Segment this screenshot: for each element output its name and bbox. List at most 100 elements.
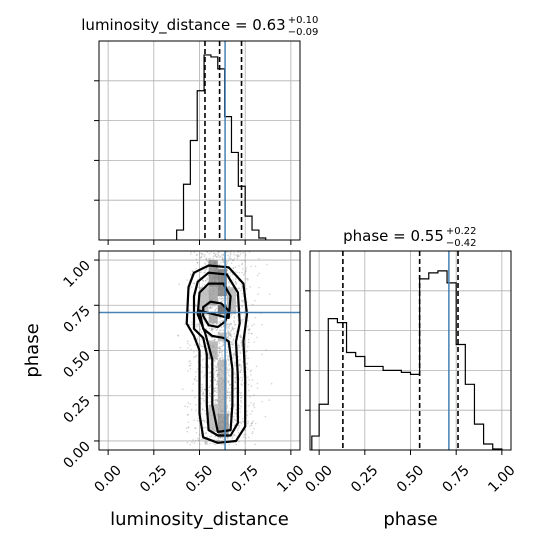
- sample-point: [231, 436, 234, 438]
- sample-point: [214, 389, 216, 392]
- sample-point: [237, 287, 240, 289]
- luminosity-distance-histogram-panel: luminosity_distance = 0.63 +0.10 −0.09: [81, 15, 318, 245]
- sample-point: [245, 277, 247, 280]
- sample-point: [228, 379, 230, 382]
- sample-point: [229, 335, 232, 337]
- sample-point: [189, 367, 192, 370]
- x-tick-label-0: 0.00: [92, 462, 125, 495]
- sample-point: [209, 442, 211, 445]
- sample-point: [233, 253, 235, 256]
- sample-point: [195, 409, 197, 412]
- sample-point: [227, 326, 230, 328]
- sample-point: [222, 259, 224, 261]
- sample-point: [240, 283, 242, 286]
- sample-point: [199, 276, 201, 279]
- sample-point: [239, 407, 241, 410]
- sample-point: [239, 394, 242, 396]
- sample-point: [188, 323, 191, 326]
- sample-point: [234, 381, 237, 384]
- sample-point: [228, 410, 230, 412]
- density-cell: [217, 413, 229, 438]
- sample-point: [214, 390, 216, 393]
- sample-point: [201, 285, 204, 288]
- sample-point: [200, 256, 202, 259]
- sample-point: [221, 319, 223, 322]
- sample-point: [246, 414, 249, 416]
- sample-point: [213, 338, 216, 341]
- sample-point: [209, 435, 211, 438]
- sample-point: [233, 315, 236, 318]
- sample-point: [210, 251, 213, 253]
- sample-point: [229, 403, 232, 406]
- density-cell: [208, 314, 218, 324]
- sample-point: [241, 420, 244, 423]
- sample-point: [250, 369, 253, 372]
- sample-point: [221, 349, 223, 352]
- sample-point: [214, 338, 216, 341]
- sample-point: [231, 326, 234, 328]
- sample-point: [206, 260, 208, 263]
- sample-point: [233, 424, 236, 427]
- sample-point: [228, 257, 230, 259]
- sample-point: [201, 359, 204, 361]
- sample-point: [248, 251, 251, 253]
- sample-point: [216, 403, 219, 406]
- sample-point: [220, 356, 222, 359]
- sample-point: [192, 439, 194, 441]
- sample-point: [227, 260, 230, 262]
- sample-point: [219, 347, 221, 350]
- sample-point: [231, 273, 234, 276]
- sample-point: [213, 373, 216, 375]
- y-tick-label-0: 0.00: [60, 438, 93, 471]
- sample-point: [214, 401, 217, 403]
- sample-point: [253, 341, 256, 343]
- sample-point: [244, 272, 246, 275]
- sample-point: [211, 323, 214, 325]
- sample-point: [219, 317, 222, 319]
- sample-point: [233, 405, 235, 407]
- sample-point: [221, 297, 223, 300]
- sample-point: [261, 400, 263, 403]
- sample-point: [227, 335, 230, 338]
- sample-point: [226, 323, 228, 326]
- y-tick-label-2: 0.50: [60, 348, 93, 381]
- sample-point: [221, 345, 223, 348]
- sample-point: [204, 271, 206, 274]
- sample-point: [244, 270, 247, 273]
- sample-point: [197, 286, 200, 289]
- sample-point: [227, 371, 230, 373]
- sample-point: [221, 258, 224, 261]
- sample-point: [229, 275, 232, 277]
- sample-point: [228, 330, 230, 333]
- sample-point: [232, 267, 235, 269]
- sample-point: [239, 371, 241, 373]
- sample-point: [239, 253, 242, 255]
- sample-point: [199, 344, 202, 346]
- sample-point: [247, 383, 250, 386]
- sample-point: [235, 443, 238, 446]
- sample-point: [235, 278, 237, 281]
- sample-point: [221, 356, 224, 359]
- sample-point: [231, 357, 234, 359]
- sample-point: [191, 270, 194, 272]
- phase-histogram: [311, 270, 503, 450]
- sample-point: [193, 356, 195, 358]
- sample-point: [206, 443, 208, 445]
- sample-point: [240, 365, 243, 367]
- sample-point: [229, 384, 231, 386]
- sample-point: [241, 380, 243, 382]
- sample-point: [210, 435, 213, 437]
- sample-point: [203, 271, 205, 274]
- sample-point: [189, 443, 191, 446]
- sample-point: [225, 251, 228, 253]
- sample-point: [233, 321, 236, 324]
- sample-point: [215, 387, 217, 390]
- sample-point: [234, 403, 236, 406]
- sample-point: [233, 412, 236, 414]
- sample-point: [228, 281, 230, 284]
- sample-point: [228, 323, 231, 326]
- sample-point: [233, 371, 236, 374]
- sample-point: [214, 399, 217, 401]
- sample-point: [245, 433, 247, 436]
- sample-point: [251, 422, 253, 425]
